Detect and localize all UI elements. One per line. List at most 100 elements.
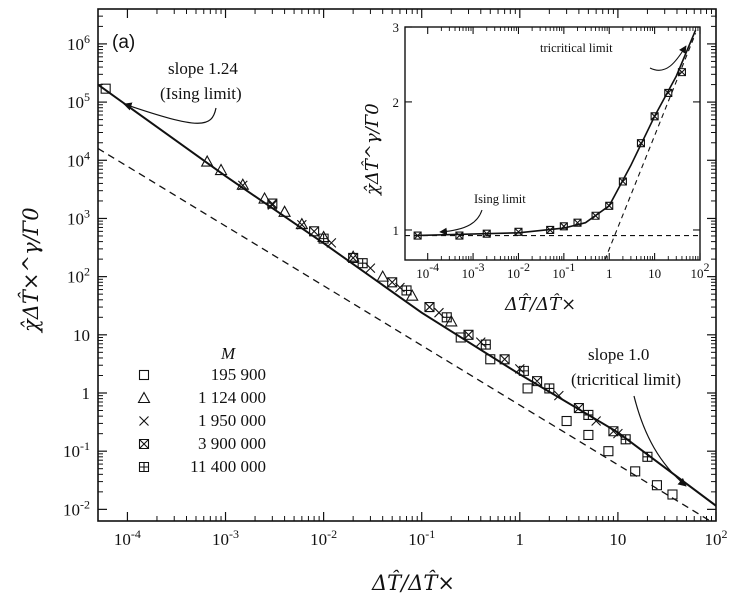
inset-point bbox=[559, 222, 568, 231]
main-x-axis-label: ΔT̂/ΔT̂× bbox=[371, 571, 455, 595]
main-point-cross bbox=[296, 219, 307, 230]
main-point-square-plus bbox=[318, 233, 329, 244]
inset-point bbox=[636, 139, 646, 148]
inset-annotation-tricritical: tricritical limit bbox=[540, 41, 613, 55]
inset-point bbox=[591, 211, 600, 220]
inset-point bbox=[605, 201, 614, 210]
main-y-tick-label: 1 bbox=[82, 384, 91, 403]
main-point-square bbox=[583, 429, 594, 441]
inset-annotation-tricritical-arrow bbox=[649, 45, 687, 71]
main-x-tick-label: 1 bbox=[516, 530, 525, 549]
main-point-square-plus bbox=[518, 365, 529, 376]
main-point-square-plus bbox=[620, 434, 631, 445]
main-y-tick-label: 103 bbox=[67, 206, 90, 228]
main-point-square bbox=[522, 383, 533, 394]
main-x-tick-label: 10-1 bbox=[408, 527, 435, 549]
inset-x-tick-label: 1 bbox=[606, 266, 613, 281]
main-point-square bbox=[651, 480, 662, 491]
main-point-square-plus bbox=[642, 451, 653, 462]
legend-marker-cross bbox=[139, 416, 149, 426]
main-y-tick-label: 106 bbox=[67, 32, 90, 54]
main-y-tick-label: 104 bbox=[67, 148, 90, 170]
main-point-square-plus bbox=[401, 285, 412, 296]
annotation-ising-slope: slope 1.24 bbox=[168, 59, 238, 78]
main-point-square-x bbox=[463, 329, 474, 340]
main-point-square-x bbox=[499, 354, 510, 365]
annotation-tricritical-limit: (tricritical limit) bbox=[571, 370, 681, 389]
inset-x-tick-label: 10-2 bbox=[507, 260, 530, 281]
main-point-cross bbox=[553, 390, 564, 401]
main-point-square-x bbox=[608, 426, 619, 437]
main-y-tick-label: 102 bbox=[67, 265, 90, 287]
inset-plot-frame bbox=[404, 26, 701, 261]
main-x-tick-label: 10-2 bbox=[310, 527, 337, 549]
main-point-triangle bbox=[295, 217, 309, 230]
legend-marker-square-plus bbox=[138, 461, 150, 473]
main-point-square bbox=[667, 489, 678, 500]
annotation-ising-arrow bbox=[123, 102, 217, 124]
inset-point bbox=[650, 112, 659, 121]
main-y-axis-label: χ̂ΔT̂×^γ/Γ0 bbox=[19, 207, 43, 334]
inset-y-tick-label: 1 bbox=[393, 223, 400, 238]
main-point-square bbox=[630, 466, 641, 477]
legend-marker-square-x bbox=[138, 438, 150, 450]
main-point-triangle bbox=[444, 314, 458, 327]
main-point-triangle bbox=[376, 269, 390, 282]
inset-y-tick-label: 2 bbox=[393, 95, 400, 110]
main-y-tick-label: 105 bbox=[67, 90, 90, 112]
main-point-square-plus bbox=[544, 383, 555, 394]
legend-entry-label: 1 124 000 bbox=[198, 388, 266, 407]
inset-data-points bbox=[413, 68, 686, 240]
main-x-tick-label: 102 bbox=[705, 527, 728, 549]
legend-marker-square bbox=[138, 369, 150, 381]
inset-dashed-tricritical-asymptote bbox=[604, 33, 697, 260]
main-point-triangle bbox=[258, 191, 271, 204]
legend-marker-triangle bbox=[137, 391, 151, 404]
main-line-dashed-asymptote bbox=[98, 147, 712, 521]
inset-x-tick-label: 10-3 bbox=[462, 260, 485, 281]
main-point-triangle bbox=[200, 154, 214, 167]
main-point-square-x bbox=[532, 376, 543, 387]
main-point-square bbox=[100, 83, 111, 94]
inset-point bbox=[514, 227, 523, 236]
inset-annotation-ising-arrow bbox=[439, 209, 483, 236]
main-x-tick-label: 10-4 bbox=[114, 527, 141, 549]
inset-x-tick-label: 102 bbox=[691, 260, 710, 281]
main-point-square-plus bbox=[583, 409, 594, 420]
annotation-tricritical-slope: slope 1.0 bbox=[588, 345, 649, 364]
main-y-tick-label: 10-2 bbox=[63, 497, 90, 519]
main-x-tick-label: 10-3 bbox=[212, 527, 239, 549]
main-point-triangle bbox=[346, 250, 360, 262]
main-point-square bbox=[561, 415, 572, 427]
main-point-cross bbox=[237, 180, 248, 191]
inset-x-tick-label: 10-1 bbox=[552, 260, 575, 281]
main-point-triangle bbox=[236, 178, 250, 190]
inset-point bbox=[677, 68, 686, 77]
main-point-square-plus bbox=[441, 312, 452, 323]
main-point-square bbox=[603, 446, 614, 457]
main-x-tick-label: 10 bbox=[609, 530, 626, 549]
main-point-triangle bbox=[214, 163, 228, 176]
main-point-square-plus bbox=[357, 258, 368, 269]
inset-axis-ticks: 10-4 10-3 10-2 10-1 1 10 102 1 2 3 bbox=[393, 20, 710, 281]
main-point-square-x bbox=[309, 226, 320, 237]
annotation-ising-limit: (Ising limit) bbox=[160, 84, 242, 103]
legend-entry-label: 11 400 000 bbox=[190, 457, 266, 476]
main-y-tick-label: 10-1 bbox=[63, 439, 90, 461]
legend-title: M bbox=[220, 344, 236, 363]
main-point-square-x bbox=[267, 198, 278, 209]
legend: M 195 900 1 124 000 1 950 000 3 900 000 11 4… bbox=[137, 344, 266, 476]
inset-y-axis-label: χ̂ΔT̂^γ/Γ0 bbox=[361, 103, 383, 197]
legend-entry-label: 1 950 000 bbox=[198, 411, 266, 430]
inset-point bbox=[413, 231, 422, 240]
main-point-triangle bbox=[278, 205, 292, 217]
inset-point bbox=[455, 231, 464, 240]
inset-y-tick-label: 3 bbox=[393, 20, 400, 35]
main-data-points bbox=[100, 83, 678, 500]
inset-x-tick-label: 10 bbox=[648, 266, 661, 281]
legend-entry-label: 3 900 000 bbox=[198, 434, 266, 453]
main-point-square-plus bbox=[480, 339, 491, 350]
main-point-square-x bbox=[424, 302, 435, 313]
inset-x-axis-label: ΔT̂/ΔT̂× bbox=[504, 293, 576, 315]
